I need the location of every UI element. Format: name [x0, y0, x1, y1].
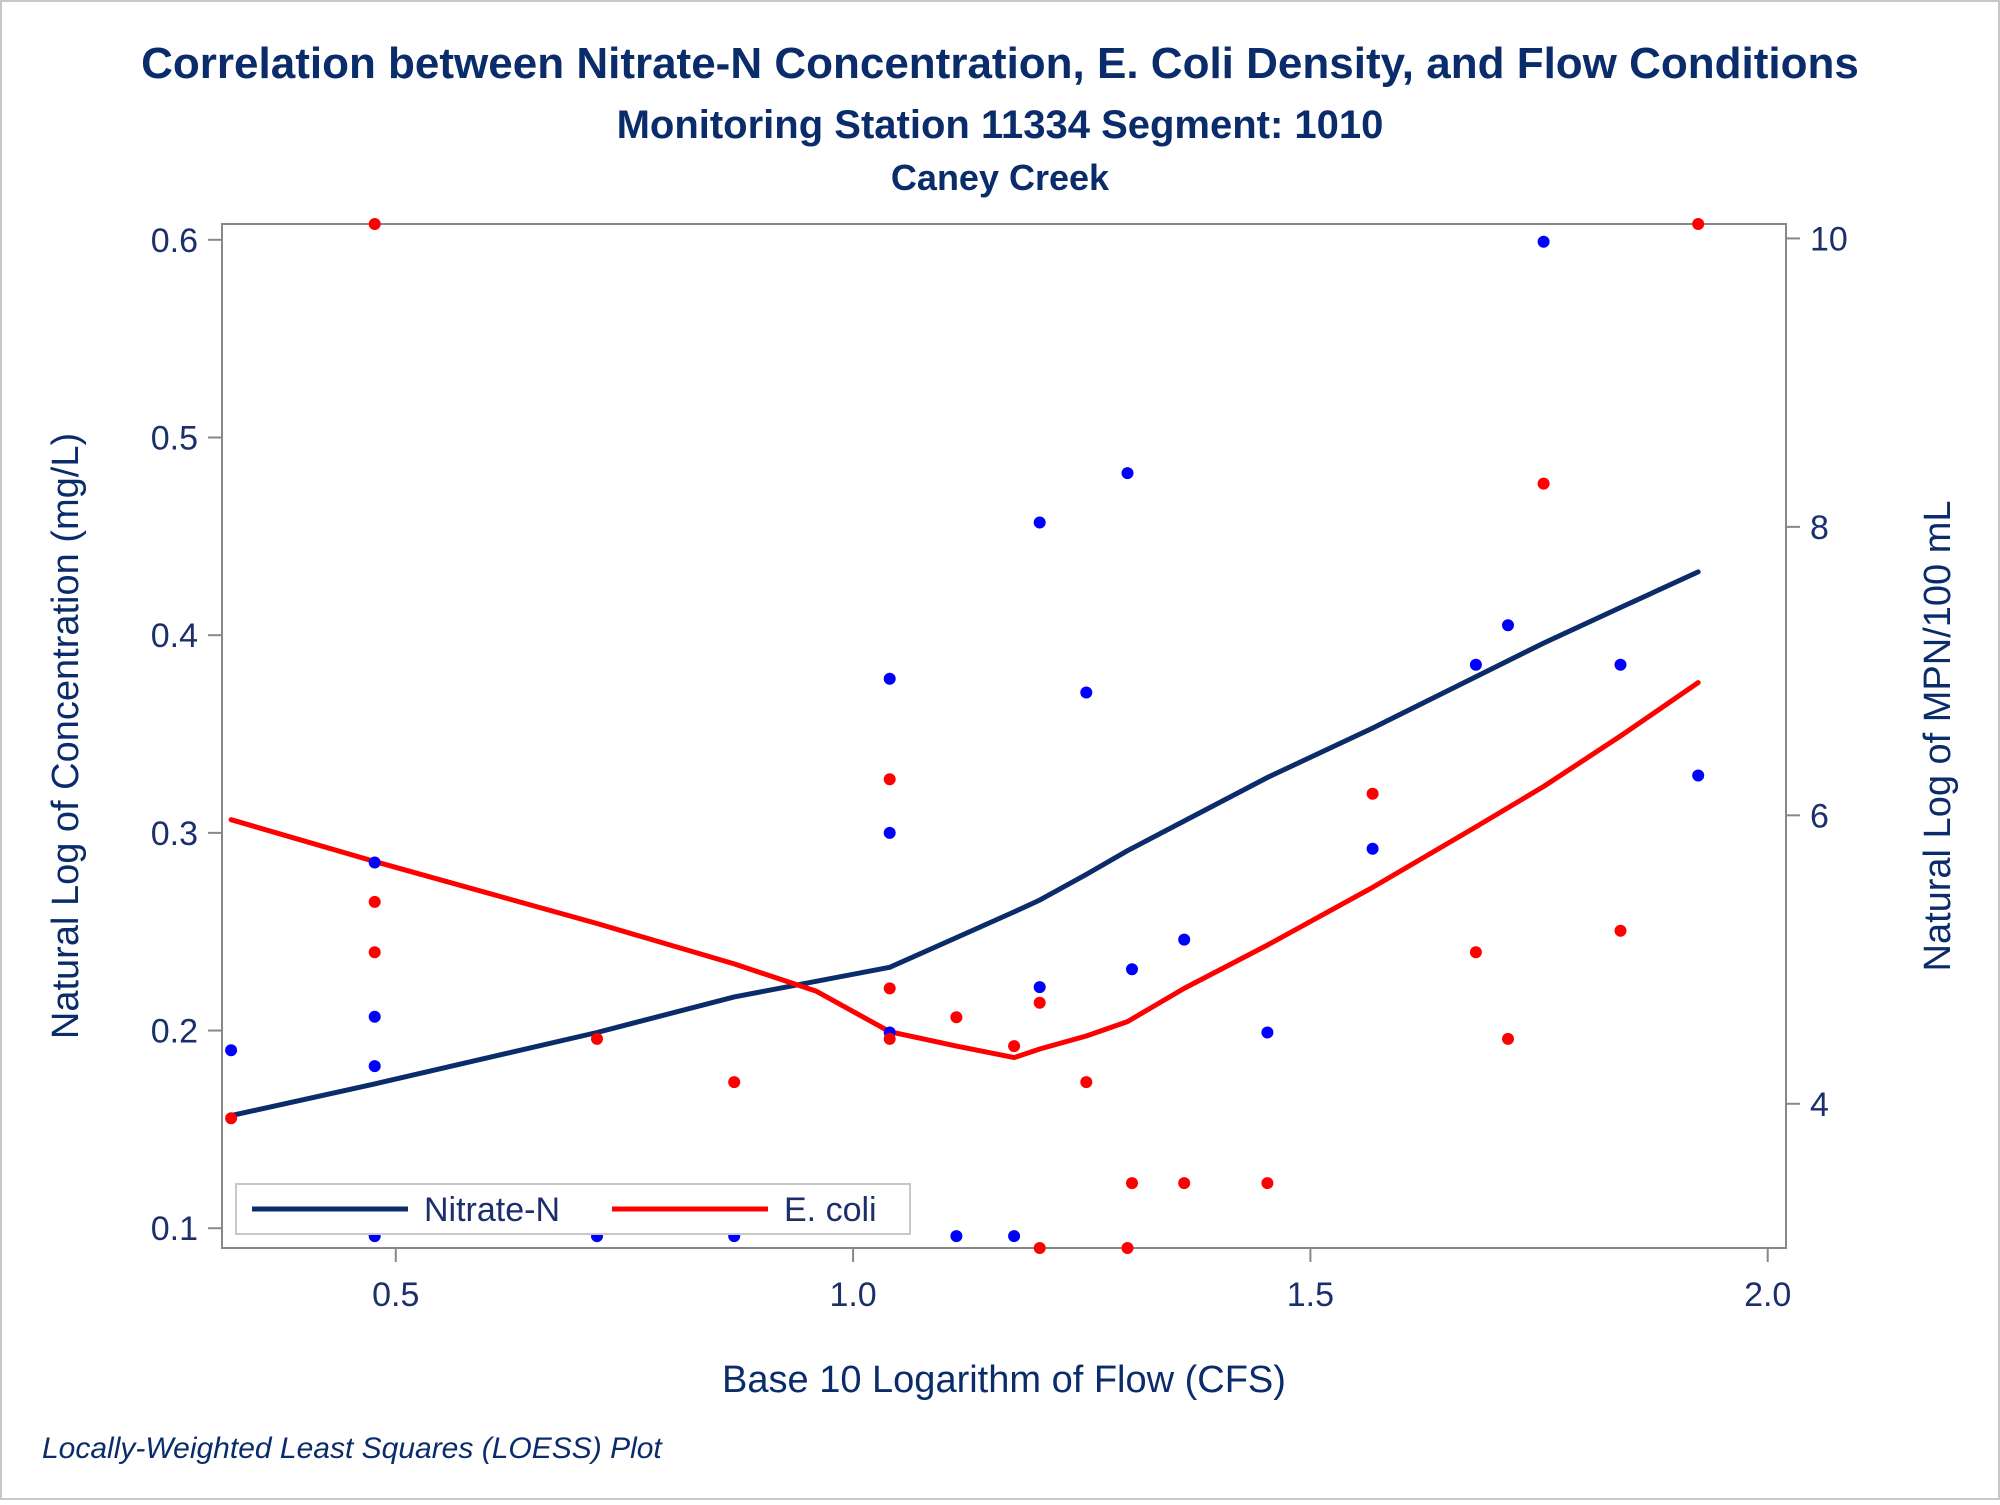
axes-layer: 0.5 1.0 1.5 2.0 0.1 0.2 0.3 0.4 0.5 0.6 4 6 8 10 — [151, 220, 1848, 1314]
y-tick-label: 0.6 — [151, 222, 198, 260]
data-point-ecoli — [1366, 787, 1379, 800]
y-axis-label: Natural Log of Concentration (mg/L) — [45, 433, 87, 1039]
data-point-ecoli — [1126, 1177, 1138, 1190]
data-point-ecoli — [591, 1032, 603, 1045]
y2-axis-label: Natural Log of MPN/100 mL — [1917, 500, 1959, 971]
data-point-ecoli — [1537, 477, 1550, 490]
data-point-ecoli — [950, 1011, 963, 1024]
data-point-ecoli — [1692, 218, 1705, 230]
data-point-nitrate — [883, 672, 896, 685]
data-point-nitrate — [1121, 467, 1134, 480]
data-point-ecoli — [728, 1076, 741, 1089]
data-point-nitrate — [950, 1230, 963, 1243]
data-point-nitrate — [1126, 963, 1138, 976]
x-tick-label: 1.0 — [829, 1276, 876, 1314]
y-tick-label: 0.1 — [151, 1210, 198, 1248]
data-point-nitrate — [368, 856, 381, 869]
loess-lines-layer — [228, 569, 1701, 1119]
data-point-ecoli — [1469, 946, 1482, 959]
points-layer — [225, 218, 1705, 1254]
chart-title: Correlation between Nitrate-N Concentrat… — [141, 39, 1859, 88]
data-point-ecoli — [1080, 1076, 1093, 1089]
loess-line-ecoli — [228, 680, 1701, 1061]
data-point-nitrate — [1614, 658, 1627, 671]
y-tick-label: 0.5 — [151, 419, 198, 457]
y-tick-label: 0.2 — [151, 1013, 198, 1051]
legend-label-nitrate: Nitrate-N — [424, 1191, 560, 1229]
data-point-ecoli — [1261, 1177, 1274, 1190]
data-point-nitrate — [1366, 842, 1379, 855]
data-point-ecoli — [1178, 1177, 1191, 1190]
data-point-nitrate — [368, 1060, 381, 1073]
data-point-nitrate — [1033, 516, 1046, 529]
y-tick-label: 0.4 — [151, 617, 198, 655]
y-tick-label: 0.3 — [151, 815, 198, 853]
data-point-ecoli — [1614, 924, 1627, 937]
chart-subtitle-location: Caney Creek — [891, 157, 1110, 198]
data-point-nitrate — [225, 1044, 238, 1057]
y2-tick-label: 8 — [1810, 509, 1829, 547]
data-point-nitrate — [1261, 1026, 1274, 1039]
chart-subtitle: Monitoring Station 11334 Segment: 1010 — [617, 103, 1384, 147]
data-point-nitrate — [1537, 235, 1550, 248]
data-point-nitrate — [1080, 686, 1093, 699]
legend: Nitrate-N E. coli — [235, 1183, 911, 1235]
data-point-nitrate — [1502, 619, 1514, 632]
data-point-ecoli — [1502, 1032, 1514, 1045]
x-tick-label: 1.5 — [1287, 1276, 1334, 1314]
data-point-ecoli — [1033, 1242, 1046, 1254]
data-point-ecoli — [1121, 1242, 1134, 1254]
x-axis-label: Base 10 Logarithm of Flow (CFS) — [722, 1359, 1286, 1401]
data-point-ecoli — [883, 1032, 896, 1045]
x-tick-label: 2.0 — [1744, 1276, 1791, 1314]
footnote: Locally-Weighted Least Squares (LOESS) P… — [42, 1432, 663, 1465]
y2-tick-label: 10 — [1810, 220, 1848, 258]
data-point-nitrate — [1469, 658, 1482, 671]
y2-tick-label: 4 — [1810, 1086, 1829, 1124]
plot-area — [221, 223, 1787, 1249]
data-point-ecoli — [368, 895, 381, 908]
data-point-ecoli — [368, 218, 381, 230]
data-point-nitrate — [1033, 981, 1046, 994]
legend-label-ecoli: E. coli — [784, 1191, 877, 1229]
data-point-nitrate — [883, 826, 896, 839]
data-point-ecoli — [225, 1112, 238, 1125]
data-point-nitrate — [1178, 933, 1191, 946]
data-point-ecoli — [368, 946, 381, 959]
data-point-nitrate — [368, 1010, 381, 1023]
data-point-nitrate — [1692, 769, 1705, 782]
data-point-ecoli — [883, 773, 896, 786]
data-point-ecoli — [1033, 996, 1046, 1009]
x-tick-label: 0.5 — [372, 1276, 419, 1314]
data-point-ecoli — [883, 982, 896, 995]
data-point-nitrate — [1008, 1230, 1021, 1243]
y2-tick-label: 6 — [1810, 797, 1829, 835]
loess-line-nitrate — [228, 569, 1701, 1119]
data-point-ecoli — [1008, 1040, 1021, 1053]
